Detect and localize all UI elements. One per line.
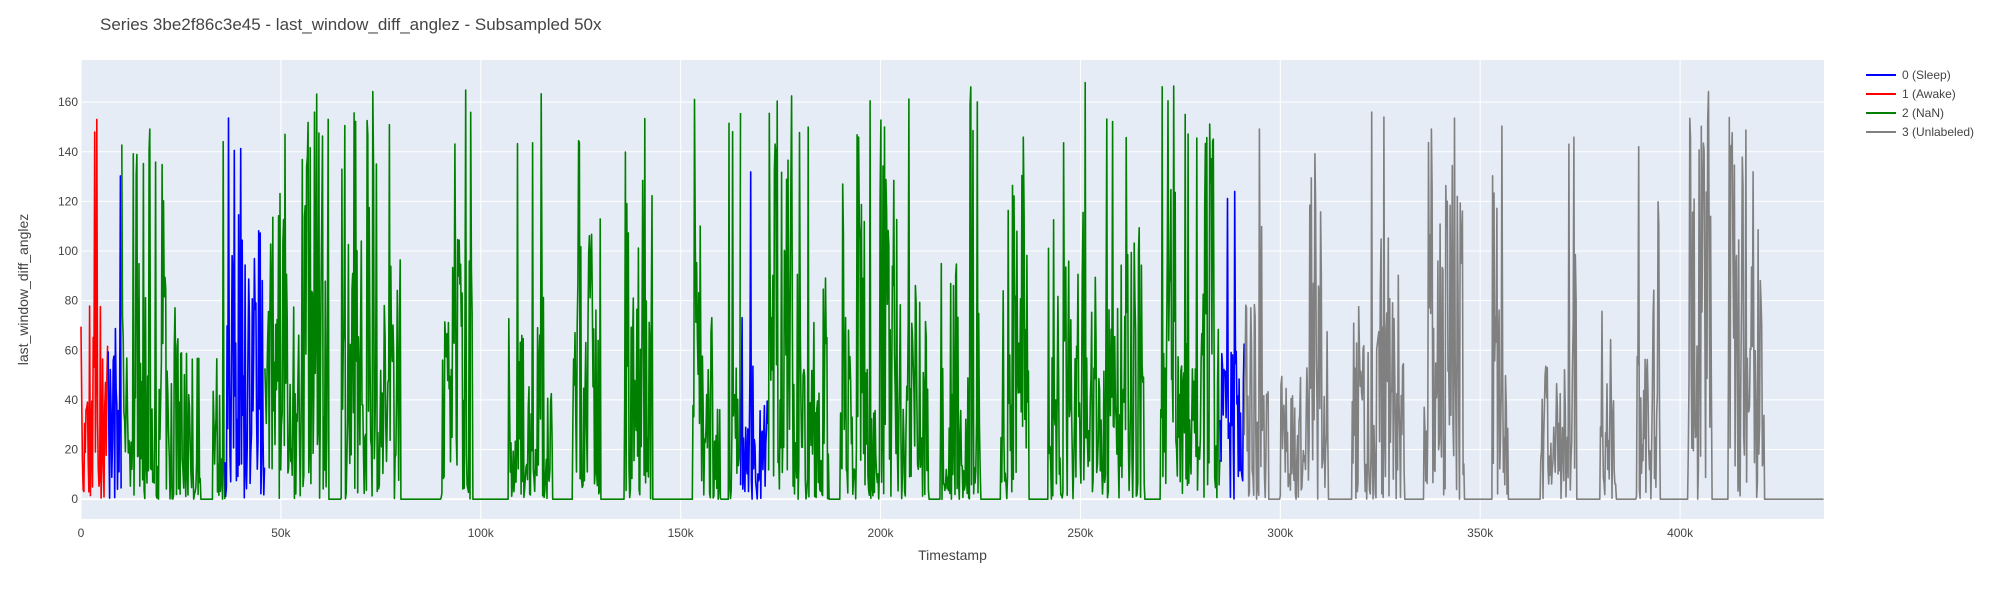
x-axis-ticks: 0 50k 100k 150k 200k 250k 300k 350k 400k (78, 526, 1694, 540)
legend-item[interactable]: 2 (NaN) (1866, 106, 1944, 120)
x-axis-title: Timestamp (918, 547, 987, 563)
x-tick-label: 150k (668, 526, 695, 540)
legend[interactable]: 0 (Sleep) 1 (Awake) 2 (NaN) 3 (Unlabeled) (1866, 68, 1974, 139)
series-line-0 (1219, 190, 1245, 500)
series-line-0 (224, 117, 266, 499)
x-tick-label: 200k (868, 526, 895, 540)
legend-label: 0 (Sleep) (1902, 68, 1951, 82)
x-tick-label: 250k (1067, 526, 1094, 540)
legend-label: 2 (NaN) (1902, 106, 1944, 120)
series-line-2 (264, 89, 742, 501)
series-line-0 (739, 171, 769, 500)
y-tick-label: 80 (65, 294, 79, 308)
series-lines (80, 81, 1824, 501)
chart-title: Series 3be2f86c3e45 - last_window_diff_a… (100, 15, 602, 34)
series-line-0 (107, 175, 122, 499)
y-tick-label: 0 (71, 492, 78, 506)
x-tick-label: 0 (78, 526, 85, 540)
x-tick-label: 400k (1667, 526, 1694, 540)
y-axis-title: last_window_diff_anglez (15, 214, 31, 366)
series-line-1 (80, 118, 109, 499)
series-line-2 (767, 81, 1221, 501)
y-axis-ticks: 0 20 40 60 80 100 120 140 160 (58, 95, 78, 506)
legend-label: 1 (Awake) (1902, 87, 1956, 101)
y-tick-label: 40 (65, 393, 79, 407)
legend-item[interactable]: 1 (Awake) (1866, 87, 1956, 101)
y-tick-label: 120 (58, 194, 78, 208)
series-line-2 (121, 128, 226, 501)
x-tick-label: 300k (1267, 526, 1294, 540)
legend-label: 3 (Unlabeled) (1902, 125, 1974, 139)
series-line-3 (1243, 90, 1824, 501)
y-tick-label: 160 (58, 95, 78, 109)
x-tick-label: 350k (1467, 526, 1494, 540)
x-tick-label: 100k (468, 526, 495, 540)
y-tick-label: 140 (58, 145, 78, 159)
x-tick-label: 50k (271, 526, 291, 540)
y-tick-label: 20 (65, 443, 79, 457)
y-tick-label: 60 (65, 343, 79, 357)
legend-item[interactable]: 3 (Unlabeled) (1866, 125, 1974, 139)
y-tick-label: 100 (58, 244, 78, 258)
legend-item[interactable]: 0 (Sleep) (1866, 68, 1951, 82)
